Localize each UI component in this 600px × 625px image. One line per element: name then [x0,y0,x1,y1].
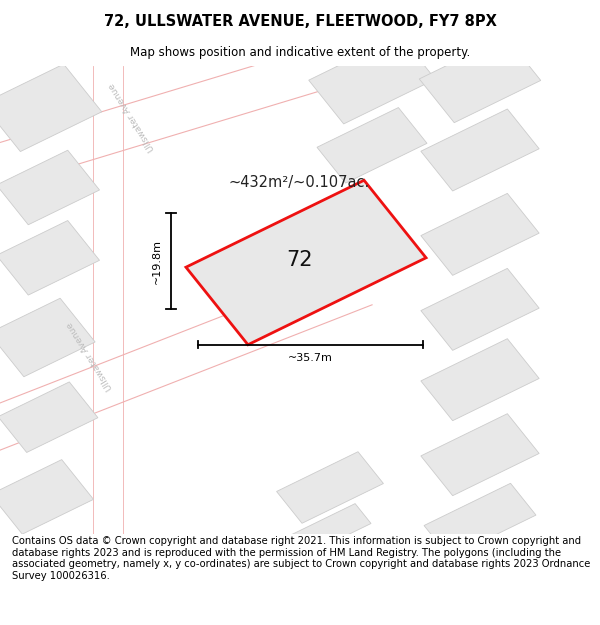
Polygon shape [277,452,383,523]
Polygon shape [309,36,435,124]
Polygon shape [0,150,100,225]
Text: 72, ULLSWATER AVENUE, FLEETWOOD, FY7 8PX: 72, ULLSWATER AVENUE, FLEETWOOD, FY7 8PX [104,14,496,29]
Polygon shape [186,180,426,345]
Polygon shape [0,382,98,452]
Polygon shape [421,339,539,421]
Text: Map shows position and indicative extent of the property.: Map shows position and indicative extent… [130,46,470,59]
Text: 72: 72 [287,250,313,270]
Polygon shape [421,193,539,276]
Text: ~19.8m: ~19.8m [152,239,162,284]
Polygon shape [317,107,427,183]
Text: Ullswater Avenue: Ullswater Avenue [65,321,115,392]
Polygon shape [289,504,371,556]
Polygon shape [0,221,100,295]
Text: ~35.7m: ~35.7m [288,353,333,363]
Polygon shape [419,37,541,122]
Polygon shape [0,459,94,534]
Polygon shape [424,483,536,558]
Text: ~432m²/~0.107ac.: ~432m²/~0.107ac. [228,175,369,190]
Text: Contains OS data © Crown copyright and database right 2021. This information is : Contains OS data © Crown copyright and d… [12,536,590,581]
Polygon shape [0,298,95,377]
Polygon shape [421,268,539,351]
Text: Ullswater Avenue: Ullswater Avenue [107,81,157,153]
Polygon shape [0,64,102,151]
Polygon shape [421,414,539,496]
Polygon shape [421,109,539,191]
